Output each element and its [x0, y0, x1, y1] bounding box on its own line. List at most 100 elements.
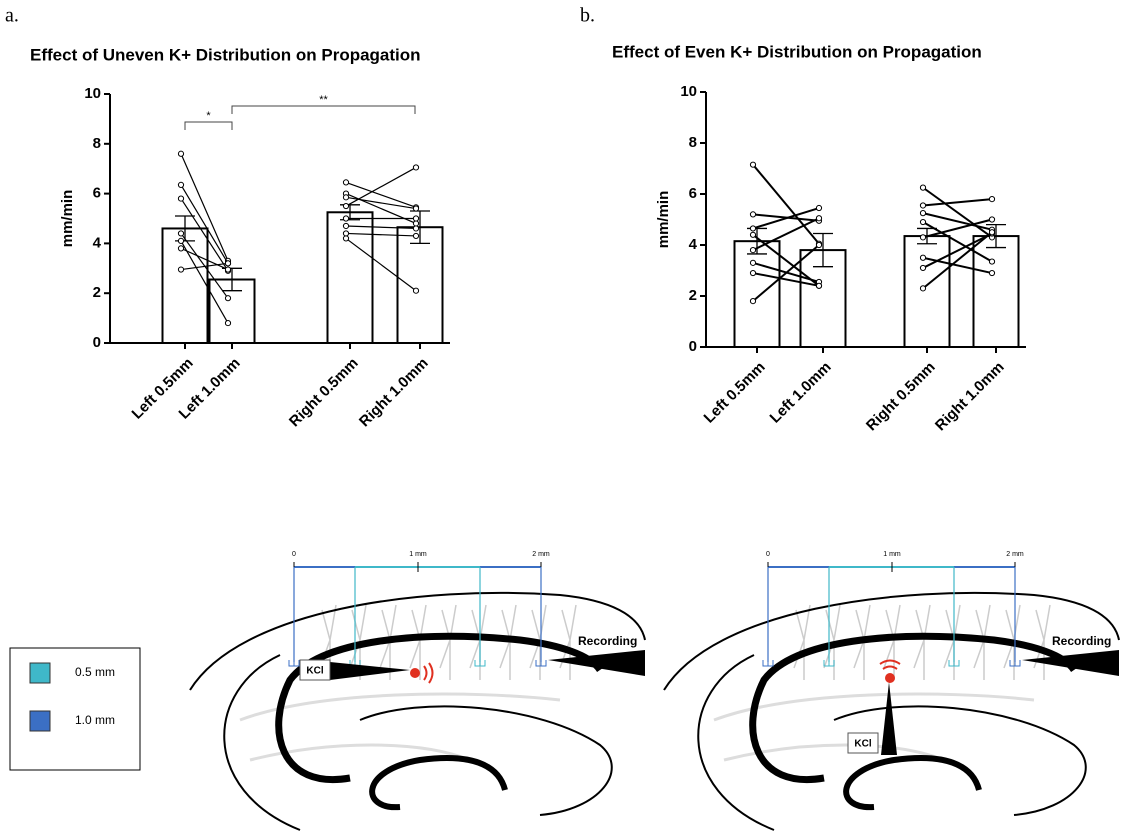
electrode-tip — [1009, 660, 1021, 667]
legend-label: 1.0 mm — [75, 713, 115, 727]
bar — [972, 235, 1020, 348]
kcl-label: KCl — [854, 739, 871, 750]
y-tick-label: 8 — [689, 134, 697, 151]
point — [177, 245, 185, 252]
y-tick-label: 0 — [93, 334, 101, 351]
pair-line — [922, 256, 993, 275]
neuron-sketch — [1003, 604, 1021, 680]
recording-electrode — [1022, 650, 1119, 676]
point — [815, 204, 823, 212]
kcl-label: KCl — [306, 666, 323, 677]
significance-bracket — [231, 105, 416, 114]
bar — [903, 235, 951, 348]
neuron-sketch — [943, 604, 961, 680]
hippocampus-diagram: 0 1 mm 2 mm Recording KCl — [189, 551, 646, 831]
pair-line — [922, 212, 993, 231]
point — [749, 231, 757, 238]
pair-line — [345, 196, 417, 210]
electrode-tip — [474, 660, 486, 667]
y-tick-label: 4 — [689, 236, 698, 253]
pair-line — [345, 237, 417, 292]
neuron-sketch — [469, 604, 487, 680]
recording-electrode — [548, 650, 645, 676]
point — [412, 287, 420, 294]
faint-layer — [239, 692, 561, 762]
neuron-sketch — [1033, 604, 1051, 680]
point — [412, 220, 420, 227]
error-bar — [813, 232, 833, 268]
point — [919, 210, 927, 217]
pair-line — [752, 234, 820, 287]
point — [749, 161, 757, 168]
panel-label: a. — [5, 5, 19, 27]
point — [749, 298, 757, 305]
point — [749, 211, 757, 218]
bar — [161, 227, 209, 345]
x-tick-label: Left 0.5mm — [701, 359, 769, 427]
pair-line — [752, 217, 820, 252]
point — [342, 230, 350, 237]
error-bar — [986, 223, 1006, 249]
outer-contour — [663, 591, 1120, 691]
x-tick-label: Right 0.5mm — [863, 359, 939, 435]
electrode-tip — [535, 660, 547, 667]
recording-label: Recording — [578, 634, 637, 648]
point — [919, 254, 927, 261]
y-axis-label: mm/min — [655, 191, 672, 249]
scale-label: 1 mm — [409, 551, 427, 558]
bar — [733, 240, 781, 348]
recording-label: Recording — [1052, 634, 1111, 648]
error-bar — [410, 210, 430, 245]
point — [177, 230, 185, 237]
pair-line — [180, 262, 229, 271]
point — [342, 202, 350, 210]
stimulus-wave — [879, 659, 901, 670]
point — [919, 202, 927, 209]
panel-label: b. — [580, 5, 595, 27]
point — [412, 225, 420, 232]
scale-label: 0 — [292, 551, 296, 558]
pair-line — [752, 244, 820, 302]
electrode-tip — [823, 660, 835, 667]
legend-label: 0.5 mm — [75, 665, 115, 679]
point — [177, 150, 185, 157]
point — [224, 295, 232, 302]
scale-label: 2 mm — [1006, 551, 1024, 558]
point — [749, 269, 757, 277]
point — [177, 181, 185, 188]
inner-contour — [833, 705, 1087, 816]
point — [342, 222, 350, 230]
pair-line — [752, 164, 820, 245]
outer-contour — [223, 654, 301, 831]
bar — [396, 226, 444, 344]
inner-contour — [359, 705, 613, 816]
scale-label: 1 mm — [883, 551, 901, 558]
point — [342, 194, 350, 201]
point — [919, 285, 927, 292]
point — [988, 196, 996, 203]
point — [749, 247, 757, 254]
scale-label: 0 — [766, 551, 770, 558]
neuron-sketch — [439, 604, 457, 680]
y-tick-label: 10 — [680, 83, 697, 100]
pair-line — [180, 153, 229, 262]
point — [177, 237, 185, 245]
significance-label: * — [206, 110, 211, 122]
neuron-sketch — [559, 604, 577, 680]
outer-contour — [697, 654, 775, 831]
point — [919, 264, 927, 272]
y-tick-label: 10 — [84, 85, 101, 102]
point — [412, 215, 420, 222]
pair-line — [180, 184, 229, 264]
electrode-tip — [288, 660, 300, 667]
point — [224, 266, 232, 273]
neuron-sketch — [913, 604, 931, 680]
pair-line — [180, 240, 229, 324]
point — [988, 269, 996, 277]
y-tick-label: 8 — [93, 135, 101, 152]
chart-title: Effect of Uneven K+ Distribution on Prop… — [30, 45, 421, 64]
neuron-sketch — [409, 604, 427, 680]
bar — [326, 211, 374, 344]
neuron-sketch — [823, 604, 841, 680]
point — [815, 215, 823, 222]
